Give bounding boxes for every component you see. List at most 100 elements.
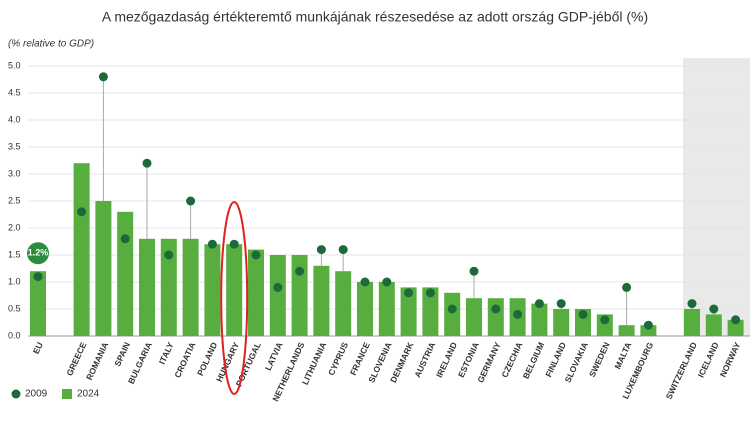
bar <box>335 271 352 336</box>
dot <box>731 315 741 325</box>
dot <box>207 239 217 249</box>
legend-label: 2024 <box>77 389 100 400</box>
bar <box>248 249 264 336</box>
dot <box>229 239 239 249</box>
x-tick-label: ICELAND <box>696 341 721 379</box>
y-tick-label: 4.0 <box>8 114 21 124</box>
dot <box>643 320 653 330</box>
dot <box>687 299 697 309</box>
bar <box>160 238 177 336</box>
bar <box>269 255 286 336</box>
value-label-bg <box>27 242 49 265</box>
bar <box>226 244 243 336</box>
dot <box>404 288 414 298</box>
bar <box>466 298 482 336</box>
bar <box>357 282 373 336</box>
dot <box>142 158 152 168</box>
dot <box>338 245 348 255</box>
dot <box>709 304 719 314</box>
bar <box>618 325 635 336</box>
legend-label: 2009 <box>25 389 48 400</box>
bar <box>291 255 308 336</box>
dot <box>98 72 108 82</box>
y-tick-label: 0.0 <box>8 330 21 340</box>
dot <box>295 266 305 276</box>
legend-swatch <box>62 389 72 399</box>
bar <box>204 244 221 336</box>
dot <box>556 299 566 309</box>
y-tick-label: 3.0 <box>8 168 21 178</box>
x-tick-label: SPAIN <box>112 341 132 368</box>
non-eu-shade <box>683 58 750 336</box>
dot <box>447 304 457 314</box>
bar <box>553 309 570 336</box>
bar <box>378 282 395 336</box>
y-tick-label: 2.0 <box>8 222 21 232</box>
x-tick-label: MALTA <box>612 341 633 371</box>
x-tick-label: ITALY <box>157 340 176 366</box>
bar <box>531 303 548 336</box>
bar <box>30 271 46 336</box>
x-tick-label: LATVIA <box>263 341 285 372</box>
highlight-ellipse <box>220 201 249 395</box>
dot <box>469 266 479 276</box>
bar <box>73 163 90 336</box>
x-tick-label: IRELAND <box>434 341 459 379</box>
y-tick-label: 1.5 <box>8 249 21 259</box>
x-tick-label: CZECHIA <box>499 341 524 379</box>
y-tick-label: 1.0 <box>8 276 21 286</box>
bar <box>422 287 439 336</box>
bar <box>400 287 417 336</box>
dot <box>251 250 261 260</box>
x-tick-label: CYPRUS <box>326 340 350 377</box>
dot <box>425 288 435 298</box>
bar <box>444 292 461 336</box>
x-tick-label: EU <box>31 341 45 356</box>
value-label: 1.2% <box>28 248 49 258</box>
x-tick-label: GREECE <box>64 340 88 377</box>
x-tick-label: FINLAND <box>543 341 568 379</box>
x-tick-label: POLAND <box>195 341 219 378</box>
dot <box>382 277 392 287</box>
x-tick-label: SWEDEN <box>587 341 612 379</box>
dot <box>600 315 610 325</box>
dot <box>578 309 588 319</box>
y-tick-label: 2.5 <box>8 195 21 205</box>
dot <box>360 277 370 287</box>
dot <box>33 272 43 282</box>
x-tick-label: CROATIA <box>172 341 197 380</box>
bar <box>313 265 330 336</box>
dot <box>622 282 632 292</box>
legend-dot <box>11 389 21 399</box>
y-tick-label: 3.5 <box>8 141 21 151</box>
chart-title: A mezőgazdaság értékteremtő munkájának r… <box>102 9 648 25</box>
dot <box>491 304 501 314</box>
bar <box>640 325 657 336</box>
x-tick-label: ROMANIA <box>84 341 110 382</box>
bar <box>705 314 722 336</box>
x-tick-label: ESTONIA <box>456 341 481 379</box>
dot <box>186 196 196 206</box>
dot <box>120 234 130 244</box>
dot <box>164 250 174 260</box>
x-tick-label: NORWAY <box>718 340 743 378</box>
bar <box>95 201 112 336</box>
bar <box>487 298 504 336</box>
bar <box>182 238 199 336</box>
dot <box>534 299 544 309</box>
dot <box>316 245 326 255</box>
bar <box>139 238 155 336</box>
bar <box>684 309 700 336</box>
x-tick-label: AUSTRIA <box>412 341 437 379</box>
bar <box>727 319 744 336</box>
x-tick-label: FRANCE <box>348 340 372 377</box>
dot <box>513 309 523 319</box>
dot <box>273 282 283 292</box>
y-tick-label: 4.5 <box>8 87 21 97</box>
bar <box>117 211 134 336</box>
dot <box>77 207 87 217</box>
y-axis-label: (% relative to GDP) <box>8 39 94 50</box>
y-tick-label: 5.0 <box>8 60 21 70</box>
x-tick-label: SWITZERLAND <box>664 341 699 401</box>
